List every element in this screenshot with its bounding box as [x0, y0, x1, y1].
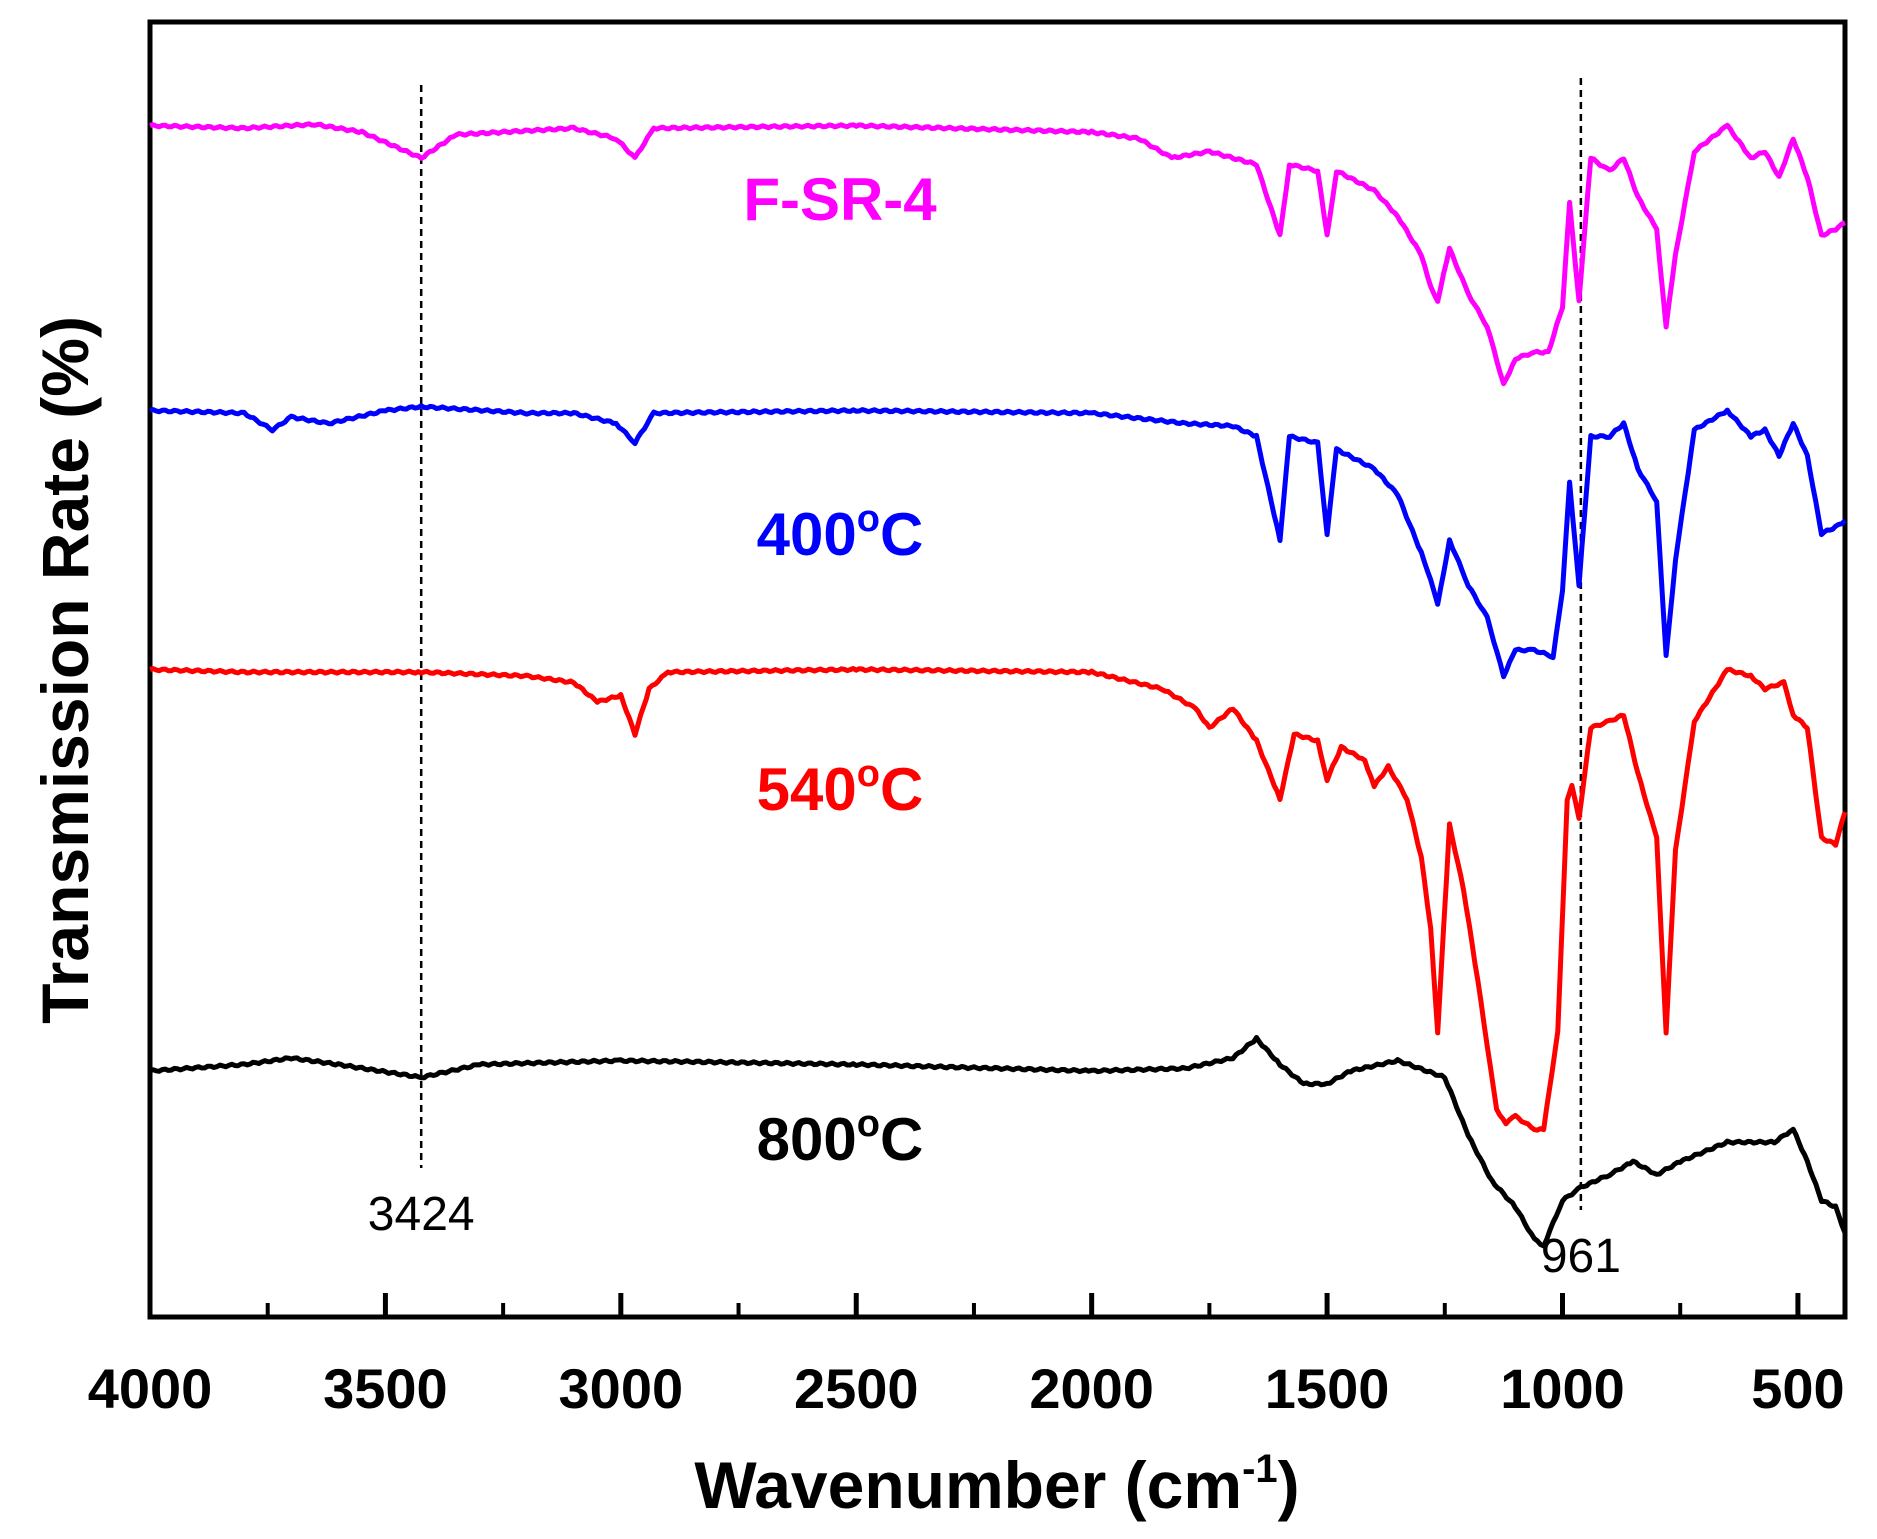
annotation-labels: 3424 961	[368, 1188, 1621, 1283]
series-label-3: 800oC	[757, 1103, 924, 1173]
series-line-1	[149, 403, 1847, 680]
x-tick-label-2500: 2500	[794, 1357, 919, 1420]
x-tick-label-3000: 3000	[559, 1357, 684, 1420]
x-tick-label-2000: 2000	[1029, 1357, 1154, 1420]
annotation-label-3424: 3424	[368, 1188, 475, 1241]
x-ticks: 4000 3500 3000 2500 2000 1500 1000 500	[88, 1293, 1845, 1420]
series-line-3	[149, 1035, 1848, 1249]
x-axis-title: Wavenumber (cm-1)	[694, 1447, 1299, 1522]
series-line-2	[149, 666, 1848, 1133]
x-tick-label-4000: 4000	[88, 1357, 213, 1420]
series-label-0: F-SR-4	[743, 166, 937, 233]
x-tick-label-500: 500	[1751, 1357, 1844, 1420]
series-lines	[149, 121, 1848, 1249]
x-tick-label-3500: 3500	[323, 1357, 448, 1420]
y-axis-title: Transmission Rate (%)	[28, 316, 102, 1024]
annotation-lines	[419, 78, 1583, 1210]
annotation-label-961: 961	[1541, 1230, 1621, 1283]
x-tick-label-1000: 1000	[1500, 1357, 1625, 1420]
series-labels: F-SR-4 400oC 540oC 800oC	[743, 166, 937, 1173]
series-label-1: 400oC	[757, 498, 924, 568]
series-label-2: 540oC	[757, 753, 924, 823]
series-line-0	[149, 121, 1846, 387]
x-tick-label-1500: 1500	[1265, 1357, 1390, 1420]
